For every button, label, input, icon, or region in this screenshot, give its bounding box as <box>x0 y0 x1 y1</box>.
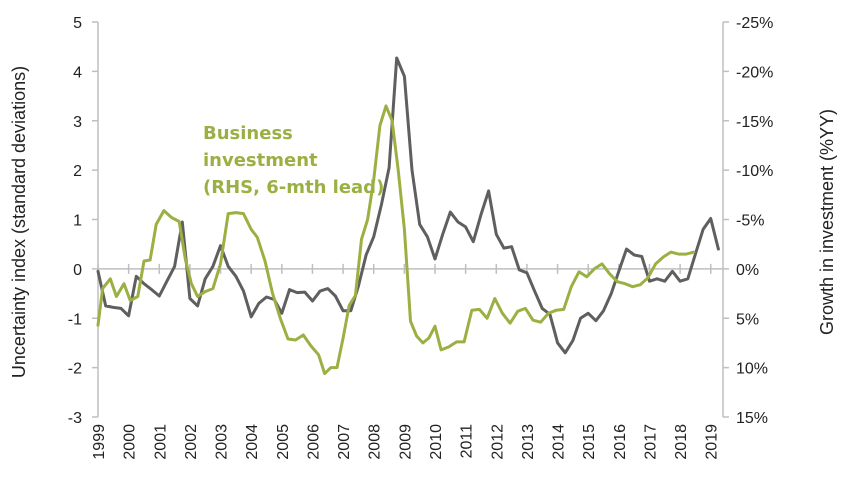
x-tick-label: 2011 <box>459 424 476 459</box>
x-tick-label: 2000 <box>122 424 139 460</box>
x-tick-label: 2005 <box>275 424 292 460</box>
x-tick-label: 2018 <box>673 424 690 460</box>
x-tick-label: 2019 <box>704 424 721 460</box>
x-tick-label: 2001 <box>152 424 169 460</box>
y2-tick-label: 10% <box>736 361 768 378</box>
right-axis-ticks: -25% -20% -15% -10% -5% 0% 5% 10% 15% <box>736 15 773 427</box>
y-tick-label: 3 <box>73 114 82 131</box>
x-tick-label: 2007 <box>336 424 353 460</box>
left-axis-title: Uncertainty index (standard deviations) <box>9 66 29 378</box>
x-tick-label: 2009 <box>397 424 414 460</box>
x-tick-label: 2014 <box>551 424 568 460</box>
x-tick-label: 2012 <box>489 424 506 460</box>
x-tick-label: 2015 <box>581 424 598 460</box>
y2-tick-label: -15% <box>736 114 773 131</box>
y2-tick-label: -10% <box>736 163 773 180</box>
y-tick-label: -3 <box>68 410 82 427</box>
x-tick-label: 2003 <box>214 424 231 460</box>
x-tick-label: 1999 <box>91 424 108 460</box>
x-tick-label: 2008 <box>367 424 384 460</box>
x-axis-ticks: 1999 2000 2001 2002 2003 2004 2005 2006 2007 2008… <box>91 424 721 460</box>
series-annotation: Business investment (RHS, 6-mth lead) <box>203 123 384 198</box>
right-axis-title: Growth in investment (%YY) <box>817 109 837 335</box>
annotation-line-3: (RHS, 6-mth lead) <box>203 177 384 198</box>
x-tick-label: 2013 <box>520 424 537 460</box>
x-tick-label: 2017 <box>642 424 659 460</box>
y2-tick-label: -25% <box>736 15 773 32</box>
left-axis-ticks: 5 4 3 2 1 0 -1 -2 -3 <box>68 15 82 427</box>
annotation-line-2: investment <box>203 150 318 171</box>
y-tick-label: 2 <box>73 163 82 180</box>
x-tick-label: 2002 <box>183 424 200 460</box>
y2-tick-label: 0% <box>736 262 759 279</box>
y-tick-label: 4 <box>73 64 82 81</box>
x-tick-label: 2016 <box>612 424 629 460</box>
y-tick-label: -2 <box>68 361 82 378</box>
annotation-line-1: Business <box>203 123 293 144</box>
axes <box>92 21 729 418</box>
y-tick-label: 5 <box>73 15 82 32</box>
series-layer <box>96 56 720 376</box>
x-tick-label: 2004 <box>244 424 261 460</box>
business-investment-line <box>96 104 696 376</box>
y2-tick-label: -5% <box>736 213 764 230</box>
x-tick-label: 2006 <box>305 424 322 460</box>
y2-tick-label: 5% <box>736 311 759 328</box>
y-tick-label: -1 <box>68 311 82 328</box>
y2-tick-label: 15% <box>736 410 768 427</box>
y2-tick-label: -20% <box>736 64 773 81</box>
y-tick-label: 0 <box>73 262 82 279</box>
x-tick-label: 2010 <box>428 424 445 460</box>
y-tick-label: 1 <box>73 213 82 230</box>
